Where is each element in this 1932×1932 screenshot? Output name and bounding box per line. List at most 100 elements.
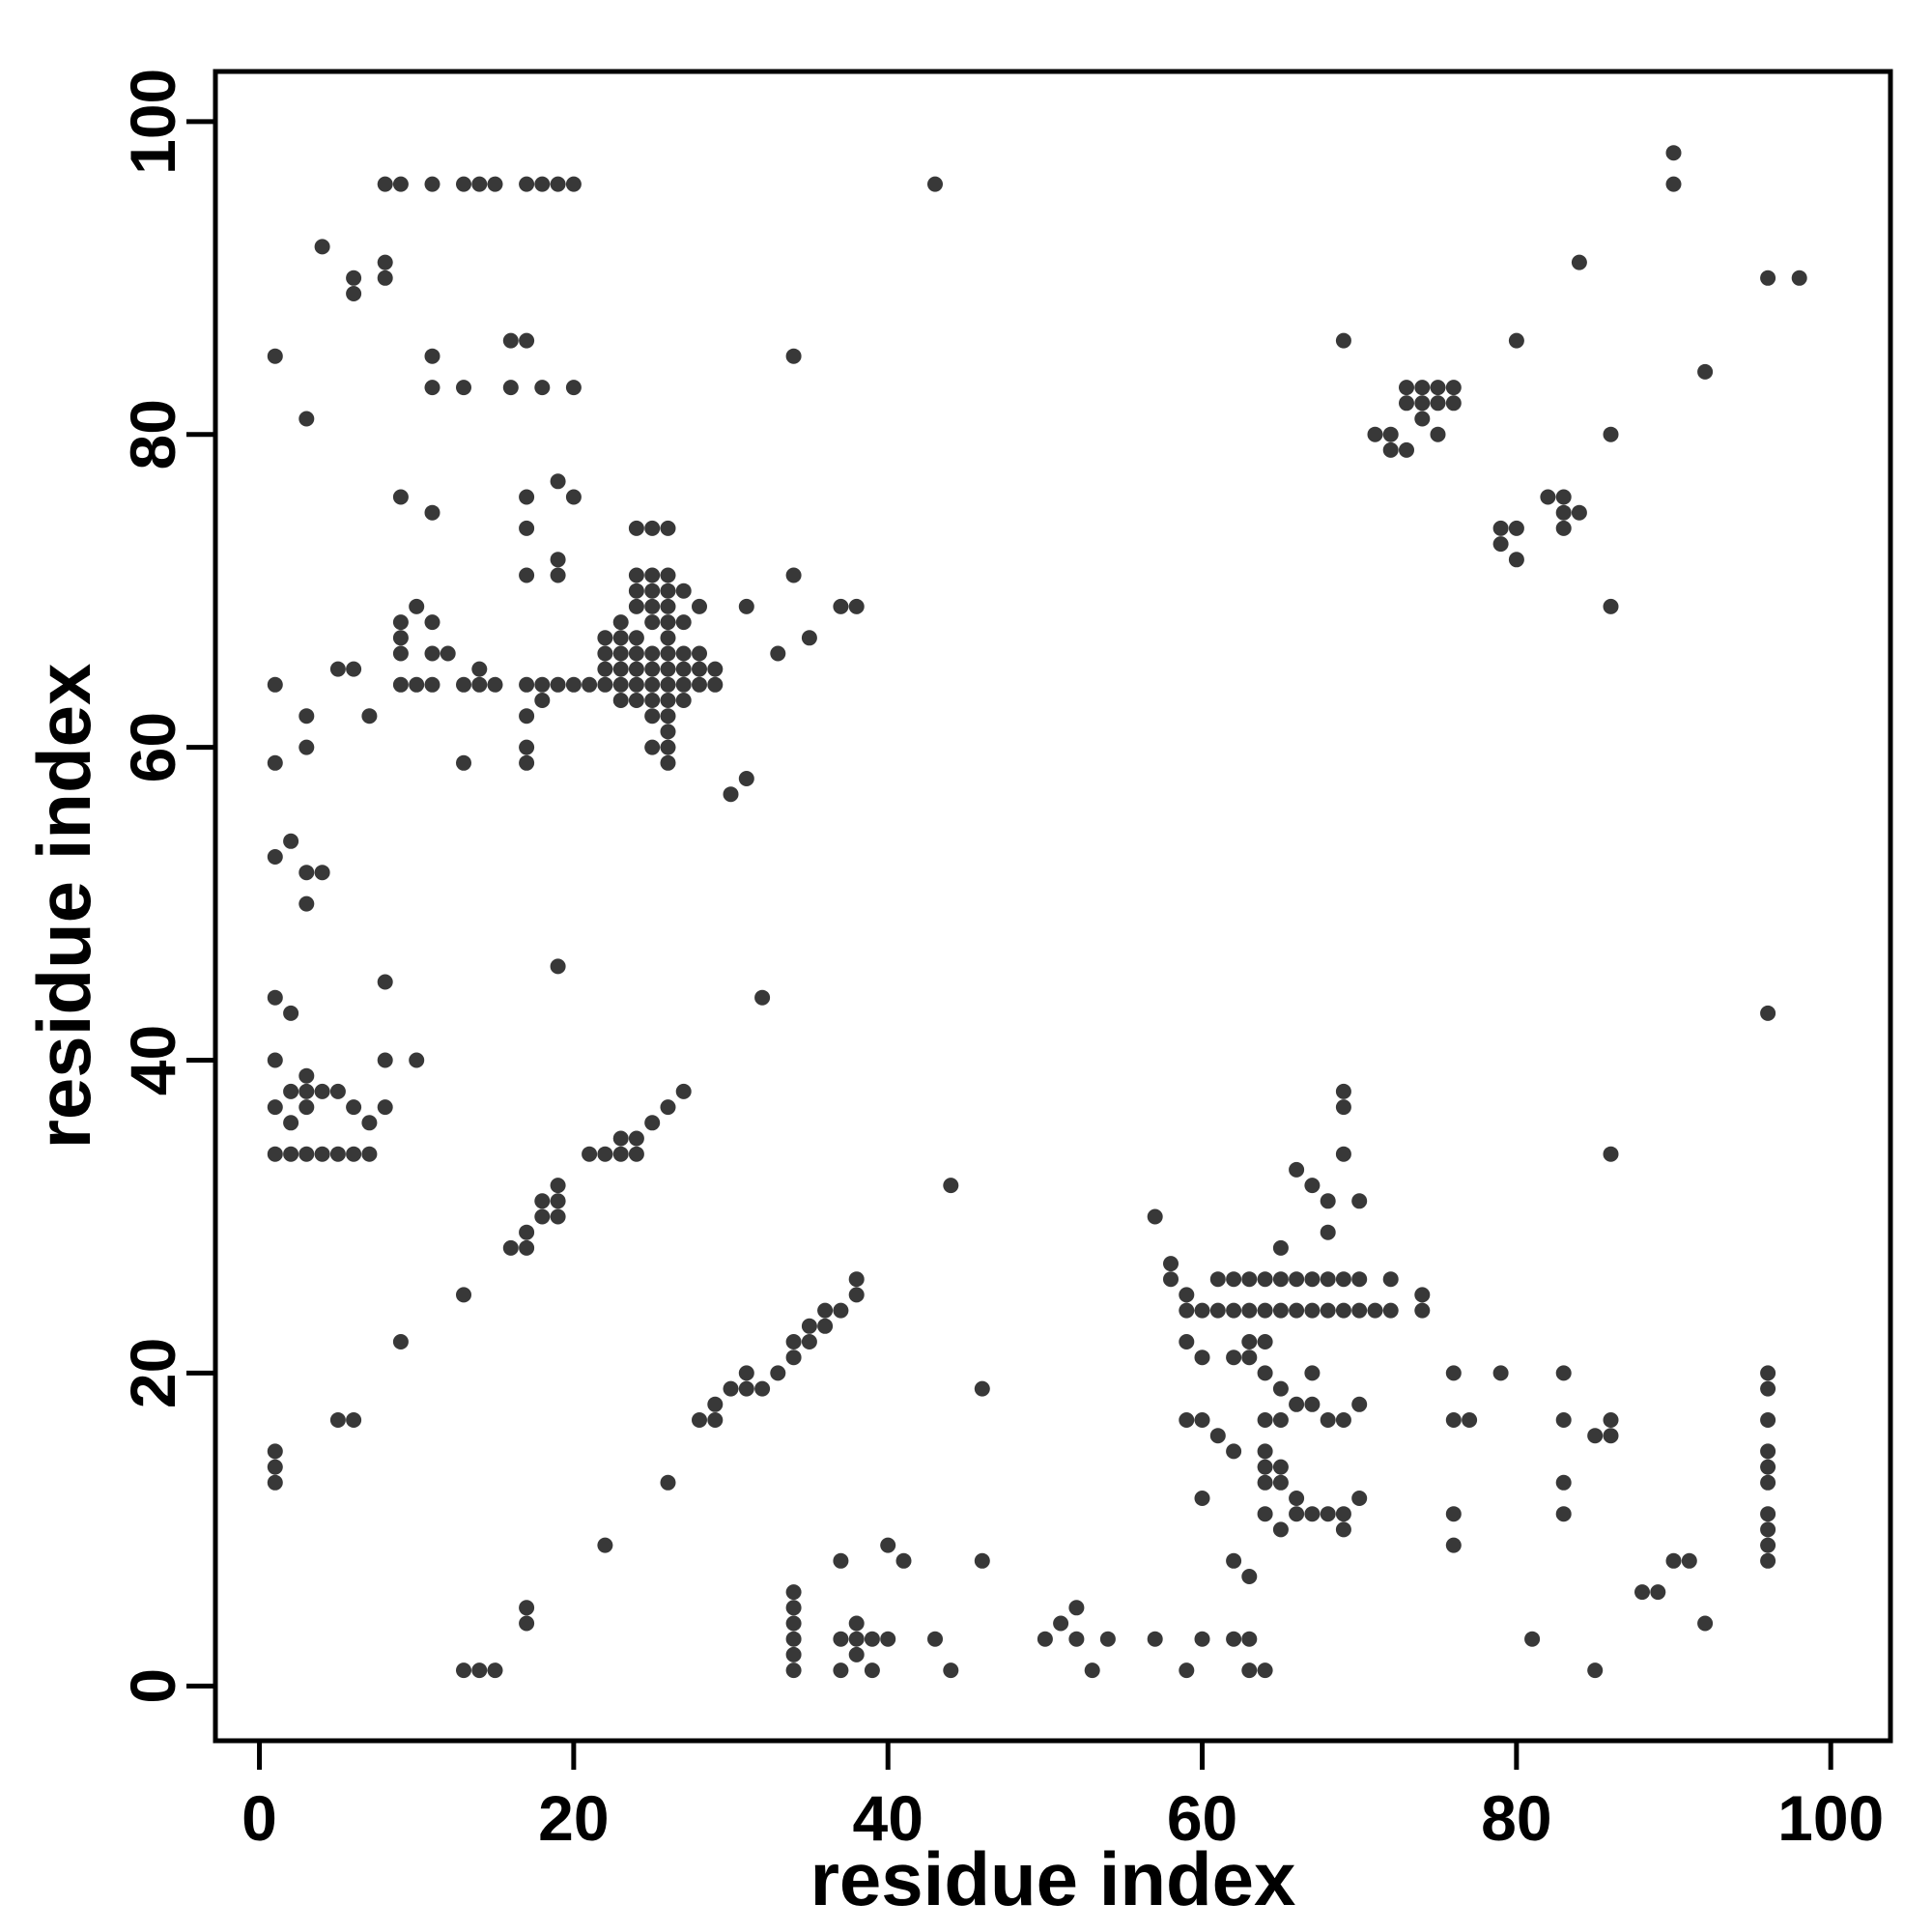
scatter-point	[487, 176, 503, 192]
scatter-point	[707, 1412, 724, 1428]
scatter-point	[660, 614, 676, 631]
scatter-point	[267, 1052, 283, 1068]
scatter-point	[377, 270, 393, 286]
scatter-point	[785, 567, 802, 583]
x-tick-label: 20	[538, 1782, 609, 1854]
scatter-point	[361, 1146, 378, 1162]
scatter-point	[1179, 1334, 1195, 1350]
y-tick-label: 60	[117, 712, 188, 782]
scatter-point	[628, 1130, 644, 1147]
scatter-point	[550, 473, 566, 490]
scatter-point	[565, 489, 582, 505]
scatter-point	[519, 520, 535, 536]
scatter-point	[329, 1146, 346, 1162]
scatter-point	[377, 176, 393, 192]
scatter-point	[1272, 1459, 1289, 1475]
scatter-point	[424, 380, 440, 396]
scatter-point	[723, 1380, 739, 1397]
scatter-point	[612, 1146, 629, 1162]
scatter-point	[1304, 1178, 1321, 1194]
scatter-point	[660, 708, 676, 724]
scatter-point	[1760, 1521, 1776, 1538]
scatter-point	[392, 676, 409, 693]
scatter-point	[1335, 1412, 1351, 1428]
scatter-point	[298, 865, 315, 881]
scatter-point	[1414, 1302, 1431, 1319]
scatter-point	[1351, 1193, 1368, 1209]
scatter-point	[1603, 426, 1619, 442]
scatter-point	[346, 286, 362, 301]
scatter-point	[644, 582, 661, 599]
scatter-point	[628, 598, 644, 614]
scatter-point	[1257, 1412, 1273, 1428]
scatter-point	[1760, 1474, 1776, 1491]
scatter-point	[612, 676, 629, 693]
scatter-point	[424, 176, 440, 192]
scatter-point	[487, 1662, 503, 1679]
scatter-point	[660, 520, 676, 536]
scatter-point	[1209, 1302, 1226, 1319]
scatter-point	[644, 520, 661, 536]
scatter-point	[754, 1380, 771, 1397]
scatter-point	[424, 504, 440, 521]
scatter-point	[692, 598, 707, 614]
scatter-point	[1555, 489, 1572, 505]
scatter-point	[628, 661, 644, 677]
scatter-point	[612, 614, 629, 631]
scatter-point	[550, 567, 566, 583]
scatter-point	[1697, 363, 1714, 380]
scatter-point	[487, 676, 503, 693]
scatter-point	[1272, 1412, 1289, 1428]
scatter-point	[361, 1115, 378, 1131]
scatter-point	[1335, 1146, 1351, 1162]
scatter-point	[267, 989, 283, 1006]
scatter-point	[1445, 1537, 1462, 1553]
scatter-point	[1665, 176, 1682, 192]
scatter-point	[1272, 1521, 1289, 1538]
scatter-point	[1382, 1302, 1399, 1319]
scatter-point	[1335, 1521, 1351, 1538]
scatter-point	[519, 708, 535, 724]
scatter-point	[770, 1365, 786, 1381]
scatter-point	[1257, 1365, 1273, 1381]
scatter-point	[1791, 270, 1807, 286]
scatter-point	[1241, 1662, 1258, 1679]
scatter-point	[329, 1412, 346, 1428]
scatter-point	[660, 630, 676, 646]
scatter-point	[723, 786, 739, 803]
scatter-point	[1697, 1615, 1714, 1632]
scatter-point	[1304, 1365, 1321, 1381]
scatter-point	[660, 1099, 676, 1116]
scatter-point	[392, 489, 409, 505]
scatter-point	[833, 1552, 849, 1569]
scatter-point	[1257, 1334, 1273, 1350]
y-tick-label: 40	[117, 1025, 188, 1095]
scatter-point	[675, 1083, 692, 1099]
scatter-point	[644, 693, 661, 708]
scatter-point	[1241, 1302, 1258, 1319]
x-tick-label: 0	[242, 1782, 277, 1854]
scatter-point	[692, 1412, 707, 1428]
scatter-point	[1445, 1365, 1462, 1381]
scatter-point	[1351, 1396, 1368, 1412]
scatter-point	[1555, 1365, 1572, 1381]
scatter-point	[534, 1208, 551, 1225]
scatter-point	[283, 1146, 299, 1162]
scatter-point	[519, 1224, 535, 1240]
scatter-point	[675, 693, 692, 708]
scatter-point	[502, 1239, 519, 1256]
scatter-point	[283, 1115, 299, 1131]
scatter-point	[1163, 1271, 1179, 1288]
scatter-point	[1289, 1491, 1305, 1506]
scatter-point	[785, 1584, 802, 1601]
scatter-point	[283, 833, 299, 849]
scatter-point	[738, 771, 754, 786]
scatter-point	[628, 693, 644, 708]
scatter-point	[660, 676, 676, 693]
scatter-point	[1272, 1474, 1289, 1491]
scatter-point	[1351, 1302, 1368, 1319]
scatter-point	[660, 645, 676, 662]
scatter-point	[1445, 380, 1462, 396]
scatter-point	[848, 1615, 865, 1632]
